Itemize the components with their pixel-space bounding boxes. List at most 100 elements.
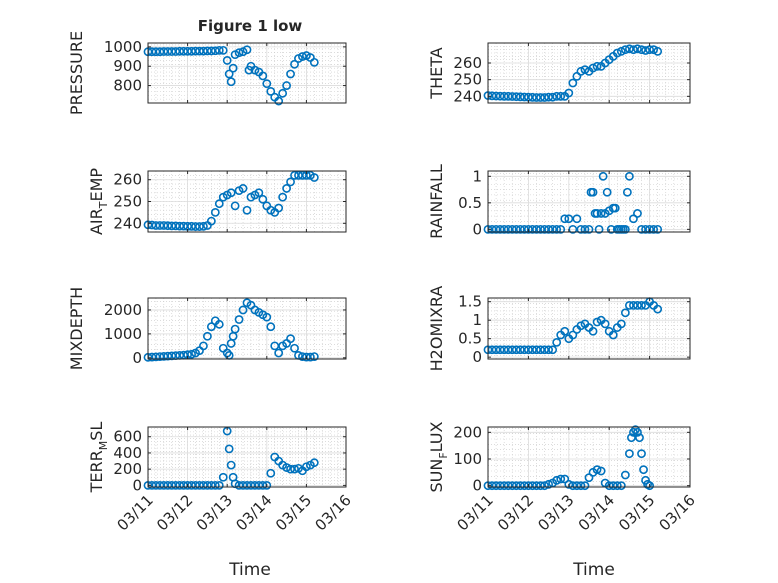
data-point	[596, 466, 606, 476]
data-point	[544, 224, 553, 234]
x-tick-label: 03/15	[615, 491, 658, 534]
y-tick-label: 250	[113, 193, 142, 211]
data-point	[635, 433, 644, 443]
data-point	[226, 77, 236, 87]
data-point	[620, 224, 630, 234]
data-point	[524, 345, 533, 355]
data-point	[633, 44, 642, 54]
data-point	[637, 224, 646, 234]
data-point	[226, 188, 236, 198]
data-point	[503, 481, 513, 491]
data-point	[234, 48, 244, 58]
data-point	[612, 481, 622, 491]
x-tick-label: 03/15	[272, 491, 315, 534]
y-axis-label: MIXDEPTH	[67, 287, 86, 370]
data-point	[625, 300, 634, 310]
data-point	[242, 205, 252, 215]
data-point	[629, 45, 638, 55]
y-tick-label: 0	[132, 349, 142, 367]
y-tick-label: 2000	[104, 301, 142, 319]
data-point	[282, 81, 291, 90]
y-tick-label: 200	[453, 423, 482, 441]
data-point	[495, 345, 505, 355]
data-point	[536, 224, 545, 234]
series-markers	[483, 425, 654, 491]
data-point	[214, 199, 224, 209]
data-point	[491, 345, 501, 355]
data-point	[222, 56, 232, 65]
data-point	[199, 221, 208, 231]
data-point	[254, 188, 264, 198]
x-tick-label: 03/12	[153, 491, 196, 534]
data-point	[195, 222, 204, 231]
data-point	[511, 92, 521, 102]
data-point	[576, 224, 586, 234]
data-point	[564, 214, 574, 224]
data-point	[266, 322, 276, 332]
data-point	[230, 201, 240, 211]
data-point	[495, 91, 505, 101]
y-tick-label: 600	[113, 428, 142, 446]
data-point	[556, 224, 566, 234]
data-point	[214, 319, 224, 329]
data-point	[653, 46, 663, 56]
y-tick-label: 1000	[104, 325, 142, 343]
data-point	[540, 345, 549, 355]
data-point	[499, 481, 509, 491]
data-point	[238, 305, 248, 315]
data-point	[507, 345, 517, 355]
data-point	[528, 345, 537, 355]
data-point	[515, 481, 525, 491]
data-point	[612, 48, 622, 58]
data-point	[224, 69, 234, 79]
data-point	[515, 224, 525, 234]
x-axis-label-left: Time	[228, 560, 271, 580]
data-point	[620, 470, 630, 480]
y-axis-label: AIRTEMP	[87, 168, 110, 235]
data-point	[511, 481, 521, 491]
data-point	[540, 481, 549, 491]
data-point	[616, 319, 626, 329]
series-markers	[143, 426, 319, 490]
data-point	[503, 91, 513, 101]
x-tick-label: 03/11	[454, 491, 497, 534]
data-point	[580, 65, 590, 75]
y-tick-label: 240	[113, 214, 142, 232]
data-point	[645, 481, 654, 491]
y-axis-label: RAINFALL	[427, 164, 446, 239]
data-point	[309, 173, 319, 182]
data-point	[584, 224, 594, 234]
data-point	[524, 481, 533, 491]
data-point	[572, 481, 582, 491]
data-point	[262, 79, 272, 89]
data-point	[645, 224, 654, 234]
data-point	[218, 45, 228, 55]
panel-mixdepth: 0 1000 2000 MIXDEPTH	[67, 287, 347, 370]
data-point	[620, 45, 630, 55]
data-point	[519, 345, 529, 355]
data-point	[580, 224, 590, 234]
y-axis-label: TERRMSL	[87, 422, 110, 494]
axes-box	[147, 297, 347, 360]
data-point	[262, 480, 272, 490]
x-tick-label: 03/14	[575, 491, 618, 534]
data-point	[610, 203, 620, 213]
y-tick-label: 200	[113, 460, 142, 478]
data-point	[507, 92, 517, 101]
y-tick-label: 1	[472, 167, 482, 185]
data-point	[309, 458, 319, 468]
data-point	[552, 475, 562, 485]
data-point	[576, 321, 586, 331]
data-point	[592, 209, 602, 218]
data-point	[560, 214, 570, 224]
y-tick-label: 260	[453, 54, 482, 72]
data-point	[491, 224, 501, 234]
data-point	[572, 214, 582, 224]
data-point	[274, 348, 284, 358]
plot-area	[488, 171, 690, 232]
data-point	[503, 224, 513, 234]
data-point	[224, 444, 234, 454]
data-point	[290, 59, 299, 69]
